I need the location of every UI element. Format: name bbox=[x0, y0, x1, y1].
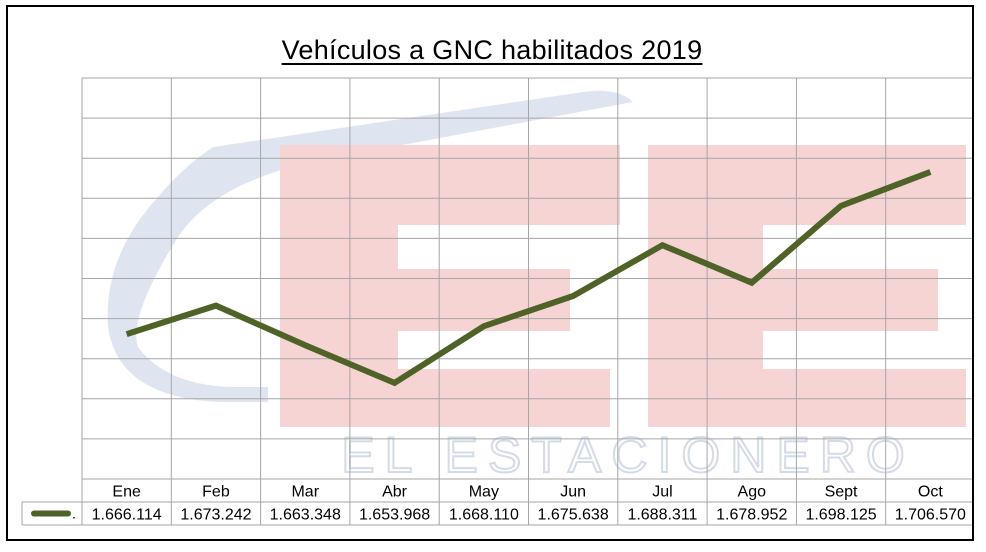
category-label: May bbox=[469, 484, 499, 501]
category-label: Ene bbox=[112, 484, 141, 501]
data-value-label: 1.663.348 bbox=[270, 507, 341, 524]
data-value-label: 1.688.311 bbox=[627, 507, 697, 524]
nozzle-shape bbox=[107, 90, 634, 402]
series-polyline bbox=[125, 169, 932, 387]
data-value-label: 1.698.125 bbox=[805, 507, 876, 524]
legend-key-label: . bbox=[72, 506, 76, 522]
data-value-label: 1.673.242 bbox=[180, 507, 251, 524]
line-chart: . Ene 1.666.114 Feb 1.673.242 Mar 1.663.348 Abr… bbox=[21, 77, 972, 526]
data-table: . Ene 1.666.114 Feb 1.673.242 Mar 1.663.348 Abr… bbox=[21, 484, 972, 526]
data-value-label: 1.668.110 bbox=[449, 507, 519, 524]
category-label: Jun bbox=[560, 484, 586, 501]
watermark-text: EL ESTACIONERO bbox=[341, 427, 914, 483]
category-label: Feb bbox=[202, 484, 230, 501]
chart-title: Vehículos a GNC habilitados 2019 bbox=[281, 35, 703, 65]
data-value-label: 1.653.968 bbox=[359, 507, 430, 524]
category-label: Sept bbox=[825, 484, 858, 501]
category-label: Ago bbox=[738, 484, 767, 501]
category-label: Mar bbox=[291, 484, 319, 501]
chart-frame: EL ESTACIONERO Vehículos a GNC habilitad… bbox=[6, 5, 974, 541]
data-value-label: 1.706.570 bbox=[895, 507, 966, 524]
series-line bbox=[125, 169, 932, 387]
category-label: Jul bbox=[652, 484, 672, 501]
grid-lines bbox=[81, 77, 972, 525]
category-label: Abr bbox=[382, 484, 408, 501]
data-value-label: 1.678.952 bbox=[716, 507, 787, 524]
category-label: Oct bbox=[918, 484, 943, 501]
data-value-label: 1.666.114 bbox=[92, 507, 162, 524]
data-value-label: 1.675.638 bbox=[538, 507, 609, 524]
